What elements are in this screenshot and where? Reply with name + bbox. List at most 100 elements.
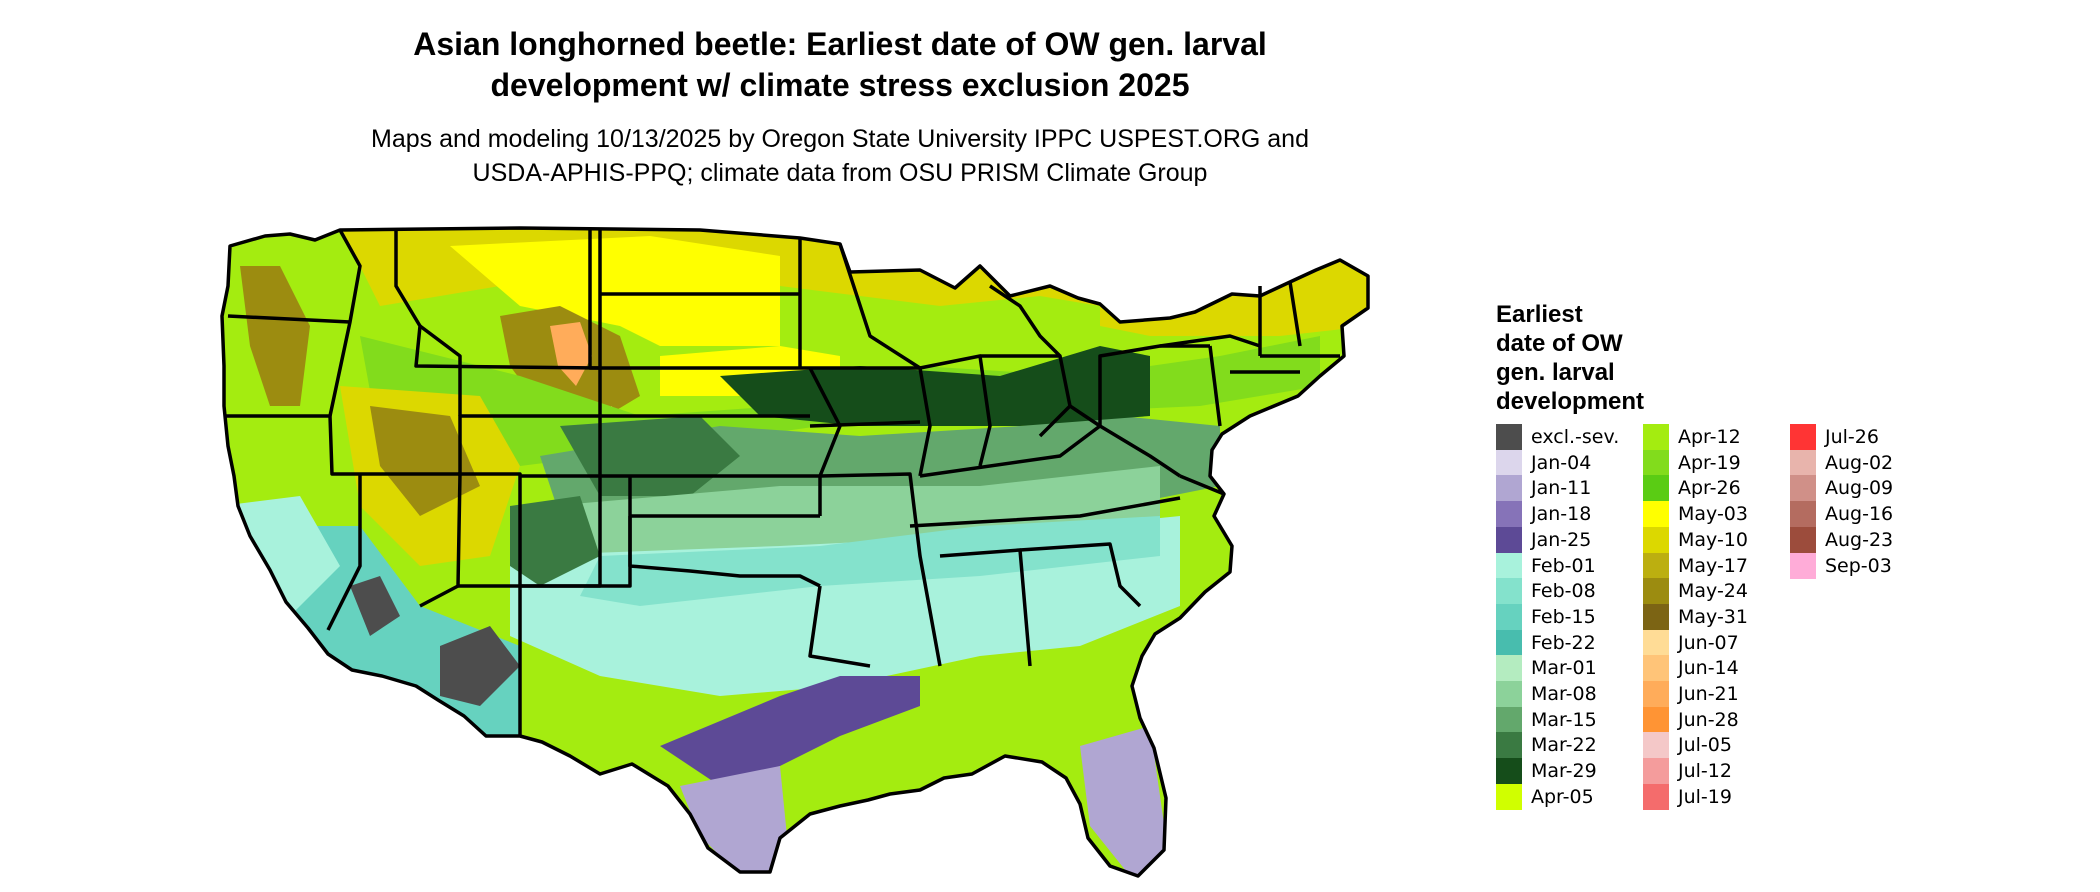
legend-item: Jun-28 (1643, 706, 1739, 733)
legend-item: Feb-22 (1496, 629, 1596, 656)
region-may-03-montana-dakotas (450, 236, 780, 346)
region-feb-08-coastal (580, 516, 1160, 606)
legend-label: Jul-12 (1678, 760, 1732, 783)
legend-label: Jun-07 (1678, 631, 1739, 654)
legend-label: Mar-01 (1531, 657, 1597, 680)
legend-item: Jan-04 (1496, 449, 1591, 476)
legend-swatch (1643, 681, 1669, 707)
legend-label: Apr-26 (1678, 477, 1741, 500)
legend-label: Apr-12 (1678, 426, 1741, 448)
legend-label: Feb-22 (1531, 631, 1596, 654)
legend-swatch (1496, 706, 1522, 733)
legend-swatch (1496, 475, 1522, 502)
legend-label: Aug-16 (1825, 503, 1894, 526)
region-mar-29-ohio-valley (720, 346, 1150, 426)
legend-item: Apr-05 (1496, 783, 1594, 810)
legend-swatch (1643, 552, 1669, 579)
legend-swatch (1643, 783, 1669, 810)
legend-label: Feb-01 (1531, 554, 1596, 577)
legend-item: Mar-22 (1496, 732, 1597, 759)
legend-item: Jan-11 (1496, 475, 1592, 502)
legend-label: Jun-14 (1678, 657, 1739, 680)
legend-label: Jul-19 (1678, 785, 1732, 808)
us-map (220, 226, 1370, 878)
legend-label: Jan-18 (1531, 503, 1592, 526)
legend-item: Mar-08 (1496, 681, 1597, 707)
region-exclusion-nevada (350, 576, 400, 636)
legend-item: Jan-18 (1496, 501, 1592, 528)
legend-item: May-31 (1643, 603, 1748, 630)
legend-item: Mar-29 (1496, 758, 1597, 785)
legend-swatch (1496, 578, 1522, 605)
legend-label: Apr-05 (1531, 785, 1594, 808)
legend-label: Mar-29 (1531, 760, 1597, 783)
region-jun-21-high-terrain-1 (550, 322, 592, 386)
legend-swatch (1643, 501, 1669, 528)
legend-title-line: gen. larval (1496, 359, 1615, 386)
legend-item: Feb-15 (1496, 603, 1596, 630)
legend-item: Feb-08 (1496, 578, 1596, 605)
region-exclusion-arizona (440, 626, 520, 706)
legend-item: Aug-02 (1790, 449, 1893, 476)
legend-swatch (1643, 655, 1669, 682)
legend-item: May-03 (1643, 501, 1748, 528)
legend-label: Mar-22 (1531, 734, 1597, 757)
region-mar-22-south-texas (510, 496, 600, 586)
map-subtitle-line-1: Maps and modeling 10/13/2025 by Oregon S… (371, 125, 1309, 153)
legend-label: Apr-19 (1678, 451, 1741, 474)
legend-label: Jan-11 (1531, 477, 1592, 500)
legend-item: May-10 (1643, 526, 1748, 553)
region-jan-11-florida (1080, 726, 1170, 876)
legend-swatch (1496, 783, 1522, 810)
legend-item: Jul-05 (1643, 732, 1732, 759)
legend-swatch (1643, 706, 1669, 733)
legend-label: Jun-21 (1678, 683, 1739, 705)
map-title: Asian longhorned beetle: Earliest date o… (300, 24, 1380, 106)
legend-title-line: development (1496, 388, 1645, 415)
legend-swatch (1496, 424, 1522, 450)
legend-swatch (1496, 501, 1522, 528)
legend-label: May-31 (1678, 605, 1748, 628)
legend-label: Aug-09 (1825, 477, 1894, 500)
legend-swatch (1790, 475, 1816, 502)
legend-label: Feb-15 (1531, 605, 1596, 628)
legend-swatch (1643, 526, 1669, 553)
legend-swatch (1643, 578, 1669, 605)
legend-title: Earliest date of OW gen. larval developm… (1496, 300, 1696, 416)
legend-item: Jun-21 (1643, 681, 1739, 707)
legend-swatch (1496, 732, 1522, 759)
legend-label: May-17 (1678, 554, 1748, 577)
legend-item: Apr-26 (1643, 475, 1741, 502)
legend-swatch (1496, 526, 1522, 553)
legend-label: May-03 (1678, 503, 1748, 526)
legend-label: Jun-28 (1678, 708, 1739, 731)
legend-swatch (1643, 758, 1669, 785)
legend-title-line: date of OW (1496, 330, 1623, 357)
legend-item: Jul-26 (1790, 424, 1879, 450)
region-may-10-northeast (1100, 246, 1368, 336)
legend-label: Sep-03 (1825, 554, 1892, 577)
legend-item: Feb-01 (1496, 552, 1596, 579)
legend-label: May-10 (1678, 528, 1748, 551)
legend-label: Mar-15 (1531, 708, 1597, 731)
legend-item: excl.-sev. (1496, 424, 1619, 450)
legend-swatch (1496, 629, 1522, 656)
region-may-24-great-basin (370, 406, 480, 516)
legend-item: Apr-12 (1643, 424, 1741, 450)
legend-item: Jun-14 (1643, 655, 1739, 682)
legend-swatch (1643, 424, 1669, 450)
legend-item: Mar-15 (1496, 706, 1597, 733)
region-may-24-cascades (240, 266, 310, 406)
map-title-line-2: development w/ climate stress exclusion … (490, 67, 1190, 103)
legend-swatch (1496, 603, 1522, 630)
legend-swatch (1643, 732, 1669, 759)
legend-swatch (1643, 629, 1669, 656)
legend-swatch (1790, 424, 1816, 450)
legend-swatch (1496, 552, 1522, 579)
legend-label: excl.-sev. (1531, 426, 1620, 448)
legend-item: Jun-07 (1643, 629, 1739, 656)
legend-swatch (1496, 681, 1522, 707)
legend-swatch (1790, 526, 1816, 553)
legend-label: Jan-25 (1531, 528, 1592, 551)
legend-swatch (1643, 449, 1669, 476)
